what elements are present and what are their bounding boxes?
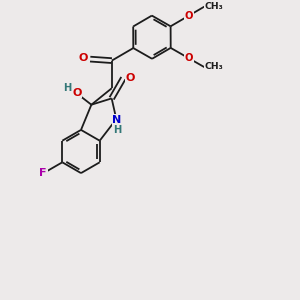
Text: F: F [39,167,47,178]
Text: O: O [79,52,88,63]
Text: O: O [72,88,82,98]
Text: H: H [113,124,121,135]
Text: O: O [185,53,193,63]
Text: O: O [125,73,135,83]
Text: H: H [63,82,71,93]
Text: CH₃: CH₃ [205,62,224,71]
Text: CH₃: CH₃ [205,2,223,10]
Text: O: O [184,11,193,21]
Text: N: N [112,115,122,125]
